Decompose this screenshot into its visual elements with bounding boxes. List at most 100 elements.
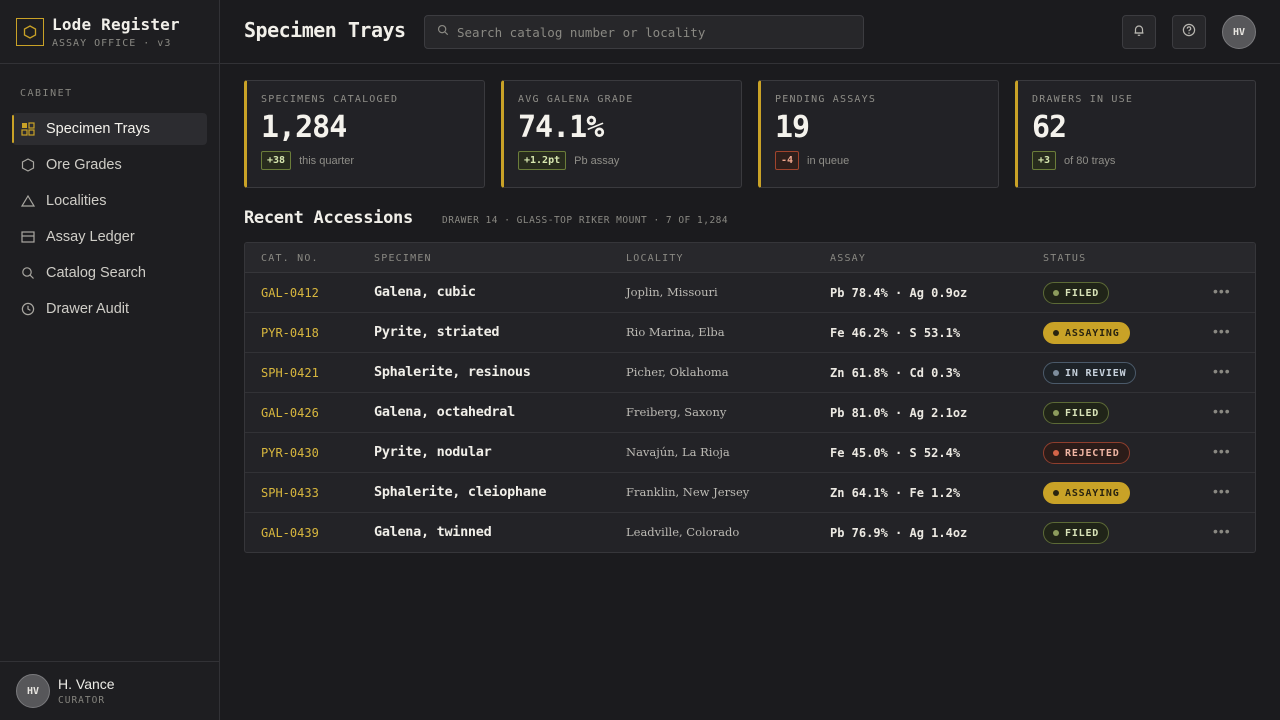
help-button[interactable] [1172, 15, 1206, 49]
locality: Freiberg, Saxony [626, 405, 727, 419]
sidebar-item-ore-grades[interactable]: Ore Grades [12, 149, 207, 181]
more-horizontal-icon[interactable]: ••• [1213, 443, 1231, 459]
assay-result: Fe 45.0% · S 52.4% [830, 446, 961, 460]
more-horizontal-icon[interactable]: ••• [1213, 283, 1231, 299]
table-header: CAT. NO. SPECIMEN LOCALITY ASSAY STATUS [245, 243, 1255, 273]
stat-label: SPECIMENS CATALOGED [261, 94, 399, 105]
stat-card-galena-grade: AVG GALENA GRADE 74.1% +1.2pt Pb assay [501, 80, 742, 188]
clock-icon [20, 301, 36, 317]
sidebar-item-label: Specimen Trays [46, 121, 150, 137]
topbar: Specimen Trays HV [220, 0, 1280, 64]
avatar: HV [16, 674, 50, 708]
status-badge: ASSAYING [1043, 482, 1130, 504]
catalog-number[interactable]: SPH-0433 [261, 486, 319, 500]
notifications-button[interactable] [1122, 15, 1156, 49]
column-header-cat-no[interactable]: CAT. NO. [261, 253, 319, 264]
sidebar-nav: Specimen Trays Ore Grades Localities Ass… [12, 113, 207, 329]
table-row[interactable]: PYR-0418 Pyrite, striated Rio Marina, El… [245, 313, 1255, 353]
catalog-number[interactable]: GAL-0426 [261, 406, 319, 420]
more-horizontal-icon[interactable]: ••• [1213, 323, 1231, 339]
stat-delta: +3 [1032, 151, 1057, 170]
catalog-number[interactable]: PYR-0430 [261, 446, 319, 460]
specimen-name: Sphalerite, resinous [374, 364, 531, 380]
assay-result: Pb 78.4% · Ag 0.9oz [830, 286, 968, 300]
specimen-name: Pyrite, nodular [374, 444, 492, 460]
brand: Lode Register ASSAY OFFICE · v3 [0, 0, 219, 64]
specimen-name: Pyrite, striated [374, 324, 500, 340]
status-text: ASSAYING [1065, 487, 1120, 499]
stat-delta: +38 [261, 151, 292, 170]
stat-label: AVG GALENA GRADE [518, 94, 634, 105]
section-title: Recent Accessions [244, 208, 413, 228]
more-horizontal-icon[interactable]: ••• [1213, 523, 1231, 539]
status-text: FILED [1065, 407, 1100, 419]
more-horizontal-icon[interactable]: ••• [1213, 363, 1231, 379]
stat-value: 62 [1032, 110, 1067, 145]
search-bar[interactable] [424, 15, 864, 49]
locality: Joplin, Missouri [626, 285, 718, 299]
status-text: FILED [1065, 287, 1100, 299]
status-badge: FILED [1043, 402, 1110, 424]
account-avatar-button[interactable]: HV [1222, 15, 1256, 49]
user-role: CURATOR [58, 695, 106, 706]
catalog-number[interactable]: SPH-0421 [261, 366, 319, 380]
stat-note: of 80 trays [1064, 154, 1116, 167]
stat-delta: -4 [775, 151, 800, 170]
stat-delta: +1.2pt [518, 151, 567, 170]
sidebar-item-catalog-search[interactable]: Catalog Search [12, 257, 207, 289]
sidebar-item-localities[interactable]: Localities [12, 185, 207, 217]
locality: Rio Marina, Elba [626, 325, 725, 339]
table-row[interactable]: GAL-0426 Galena, octahedral Freiberg, Sa… [245, 393, 1255, 433]
sidebar-section-label: CABINET [20, 88, 73, 99]
brand-title: Lode Register [52, 14, 180, 34]
sidebar-item-label: Ore Grades [46, 157, 122, 173]
stat-card-pending-assays: PENDING ASSAYS 19 -4 in queue [758, 80, 999, 188]
stat-card-drawers: DRAWERS IN USE 62 +3 of 80 trays [1015, 80, 1256, 188]
sidebar-item-label: Drawer Audit [46, 301, 130, 317]
sidebar-item-assay-ledger[interactable]: Assay Ledger [12, 221, 207, 253]
table-row[interactable]: PYR-0430 Pyrite, nodular Navajún, La Rio… [245, 433, 1255, 473]
page-title: Specimen Trays [244, 18, 406, 42]
sidebar-item-label: Localities [46, 193, 107, 209]
search-icon [437, 23, 449, 41]
specimen-name: Galena, cubic [374, 284, 476, 300]
user-profile[interactable]: HV H. Vance CURATOR [0, 661, 219, 720]
more-horizontal-icon[interactable]: ••• [1213, 403, 1231, 419]
status-badge: FILED [1043, 282, 1110, 304]
catalog-number[interactable]: GAL-0439 [261, 526, 319, 540]
status-badge: ASSAYING [1043, 322, 1130, 344]
assay-result: Zn 64.1% · Fe 1.2% [830, 486, 961, 500]
column-header-status[interactable]: STATUS [1043, 253, 1087, 264]
ledger-icon [20, 229, 36, 245]
status-badge: REJECTED [1043, 442, 1130, 464]
assay-result: Fe 46.2% · S 53.1% [830, 326, 961, 340]
locality: Navajún, La Rioja [626, 445, 730, 459]
search-input[interactable] [457, 24, 837, 40]
column-header-locality[interactable]: LOCALITY [626, 253, 684, 264]
status-text: IN REVIEW [1065, 367, 1127, 379]
hexagon-icon [16, 17, 44, 46]
sidebar-item-specimen-trays[interactable]: Specimen Trays [12, 113, 207, 145]
stats-row: SPECIMENS CATALOGED 1,284 +38 this quart… [244, 80, 1256, 188]
specimen-name: Sphalerite, cleiophane [374, 484, 547, 500]
column-header-assay[interactable]: ASSAY [830, 253, 867, 264]
sidebar-item-label: Catalog Search [46, 265, 146, 281]
status-badge: IN REVIEW [1043, 362, 1137, 384]
accessions-table: CAT. NO. SPECIMEN LOCALITY ASSAY STATUS … [244, 242, 1256, 553]
table-row[interactable]: SPH-0433 Sphalerite, cleiophane Franklin… [245, 473, 1255, 513]
stat-label: PENDING ASSAYS [775, 94, 877, 105]
specimen-name: Galena, octahedral [374, 404, 515, 420]
column-header-specimen[interactable]: SPECIMEN [374, 253, 432, 264]
table-row[interactable]: GAL-0412 Galena, cubic Joplin, Missouri … [245, 273, 1255, 313]
stat-label: DRAWERS IN USE [1032, 94, 1134, 105]
stat-note: in queue [807, 154, 850, 167]
sidebar-item-drawer-audit[interactable]: Drawer Audit [12, 293, 207, 325]
help-icon [1182, 23, 1196, 42]
stat-note: Pb assay [574, 154, 620, 167]
locality: Franklin, New Jersey [626, 485, 750, 499]
catalog-number[interactable]: GAL-0412 [261, 286, 319, 300]
catalog-number[interactable]: PYR-0418 [261, 326, 319, 340]
more-horizontal-icon[interactable]: ••• [1213, 483, 1231, 499]
table-row[interactable]: SPH-0421 Sphalerite, resinous Picher, Ok… [245, 353, 1255, 393]
table-row[interactable]: GAL-0439 Galena, twinned Leadville, Colo… [245, 513, 1255, 552]
